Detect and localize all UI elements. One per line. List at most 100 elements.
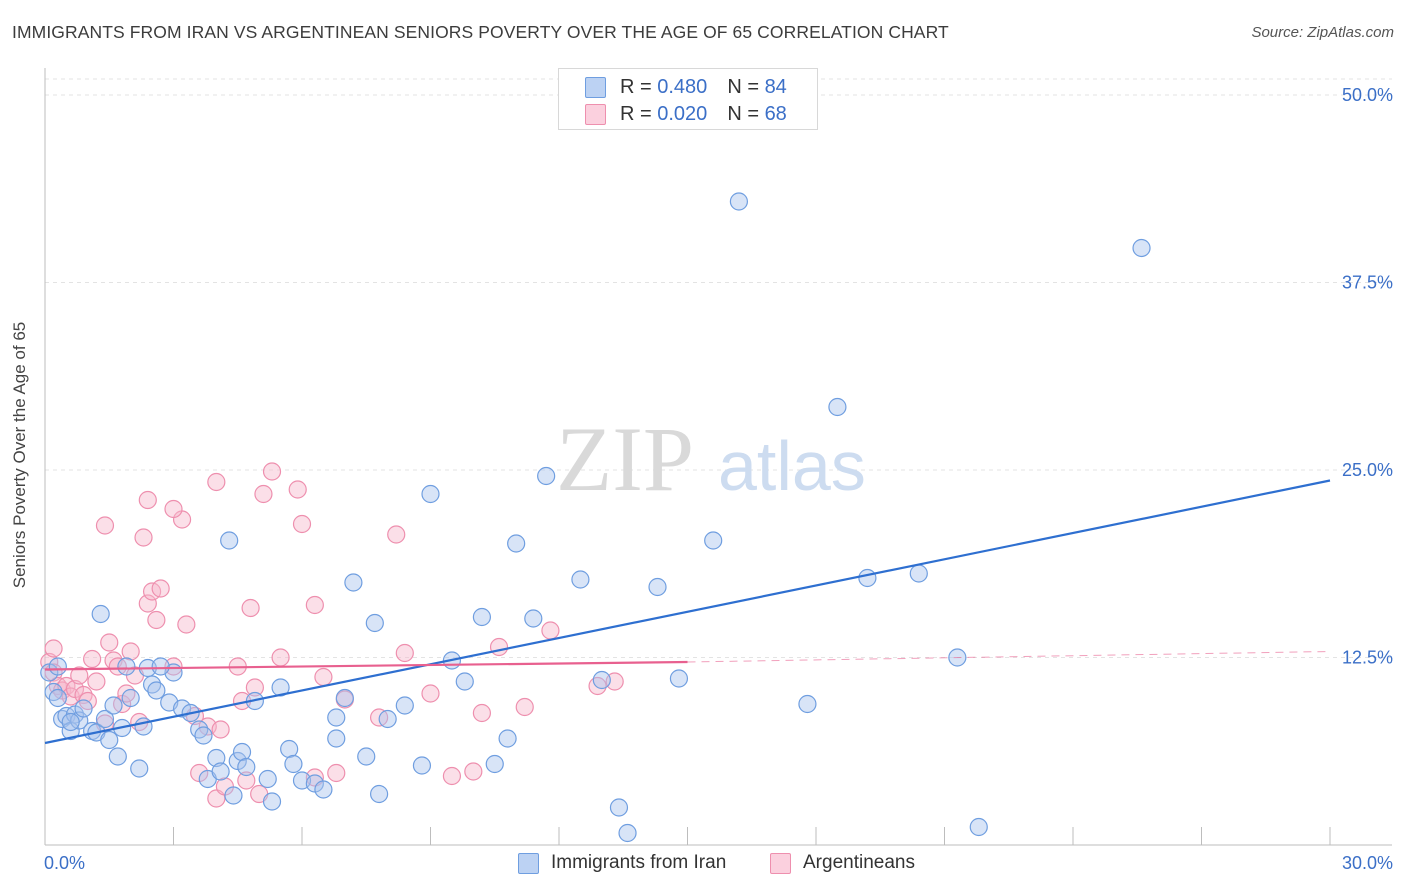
- argentineans-point: [134, 528, 153, 547]
- iran-point: [130, 759, 149, 778]
- iran-point: [609, 798, 629, 817]
- series-name-argentineans: Argentineans: [803, 852, 915, 873]
- argentineans-point: [87, 672, 106, 691]
- iran-point: [909, 564, 928, 583]
- y-tick-label: 12.5%: [1342, 648, 1393, 668]
- y-tick-label: 37.5%: [1342, 273, 1393, 293]
- iran-point: [378, 709, 397, 729]
- iran-point: [327, 708, 346, 727]
- watermark-zip: ZIP: [556, 408, 694, 510]
- iran-point: [969, 817, 988, 837]
- argentineans-point: [262, 462, 282, 481]
- iran-point: [194, 726, 213, 745]
- iran-point: [669, 669, 689, 688]
- series-swatch-iran: [518, 852, 539, 874]
- iran-point: [61, 712, 80, 732]
- argentineans-points: [40, 462, 624, 808]
- iran-point: [592, 670, 611, 690]
- series-legend: Immigrants from Iran Argentineans: [0, 852, 1406, 876]
- argentineans-point: [147, 610, 166, 630]
- source-label: Source: ZipAtlas.com: [1251, 24, 1394, 41]
- iran-point: [485, 754, 504, 774]
- argentineans-point: [164, 657, 183, 676]
- argentineans-point: [177, 615, 196, 634]
- argentineans-point: [237, 771, 256, 790]
- argentineans-point: [442, 766, 462, 786]
- legend-swatch-argentineans: [585, 103, 606, 125]
- stats-legend: R = 0.480 N = 84 R = 0.020 N = 68: [558, 68, 818, 130]
- legend-n-label: N =: [727, 75, 759, 98]
- iran-point: [284, 754, 303, 774]
- iran-point: [344, 573, 363, 592]
- iran-point: [618, 823, 637, 843]
- iran-point: [172, 699, 192, 718]
- iran-point: [421, 484, 440, 504]
- argentineans-point: [271, 648, 290, 667]
- iran-point: [498, 729, 517, 748]
- argentineans-point: [121, 642, 140, 661]
- argentineans-point: [138, 594, 157, 613]
- legend-n-value: 84: [764, 75, 787, 98]
- iran-point: [828, 397, 847, 417]
- iran-point: [858, 568, 877, 588]
- legend-r-value: 0.020: [657, 102, 708, 125]
- iran-point: [95, 709, 115, 729]
- iran-point: [232, 742, 252, 762]
- legend-r-label: R =: [620, 102, 652, 125]
- legend-row-argentineans: R = 0.020 N = 68: [585, 103, 787, 125]
- iran-point: [365, 613, 384, 633]
- argentineans-point: [395, 643, 414, 663]
- argentineans-point: [387, 525, 406, 544]
- iran-point: [729, 192, 749, 211]
- iran-point: [571, 570, 590, 589]
- argentineans-point: [472, 703, 491, 723]
- argentineans-point: [541, 621, 560, 640]
- argentineans-point: [421, 684, 440, 703]
- iran-point: [335, 688, 354, 708]
- series-name-iran: Immigrants from Iran: [551, 852, 727, 873]
- y-tick-label: 25.0%: [1342, 460, 1393, 480]
- argentineans-point: [207, 472, 226, 492]
- iran-point: [537, 466, 556, 486]
- legend-swatch-iran: [585, 76, 606, 98]
- argentineans-point: [254, 484, 273, 504]
- argentineans-point: [288, 480, 307, 499]
- iran-point: [1132, 238, 1151, 258]
- iran-point: [207, 748, 226, 768]
- iran-point: [147, 681, 166, 700]
- legend-n-label: N =: [727, 102, 759, 125]
- legend-row-iran: R = 0.480 N = 84: [585, 76, 787, 98]
- iran-point: [412, 756, 432, 775]
- argentineans-point: [489, 637, 509, 657]
- iran-point: [271, 678, 290, 697]
- iran-point: [91, 604, 110, 624]
- argentineans-point: [515, 697, 534, 717]
- iran-point: [237, 757, 256, 777]
- argentineans-point: [314, 667, 333, 687]
- iran-point: [104, 696, 123, 715]
- series-legend-iran: Immigrants from Iran: [518, 852, 726, 874]
- iran-point: [370, 784, 389, 804]
- x-tick-label-max: 30.0%: [1342, 853, 1393, 873]
- argentineans-point: [138, 490, 157, 510]
- iran-point: [108, 747, 127, 766]
- iran-point: [258, 769, 277, 789]
- iran-point: [395, 696, 414, 715]
- argentineans-trend-line: [44, 660, 688, 671]
- legend-n-value: 68: [764, 102, 787, 125]
- iran-point: [704, 531, 723, 550]
- argentineans-point: [83, 649, 102, 669]
- y-tick-label: 50.0%: [1342, 85, 1393, 105]
- grid-layer: [45, 78, 1392, 658]
- iran-point: [472, 607, 491, 627]
- iran-point: [220, 531, 239, 550]
- argentineans-point: [70, 666, 89, 685]
- iran-point: [798, 694, 817, 714]
- legend-r-label: R =: [620, 75, 652, 98]
- argentineans-point: [292, 514, 312, 534]
- iran-point: [524, 609, 543, 628]
- iran-point: [327, 729, 346, 748]
- series-legend-argentineans: Argentineans: [770, 852, 915, 874]
- argentineans-point: [211, 720, 230, 739]
